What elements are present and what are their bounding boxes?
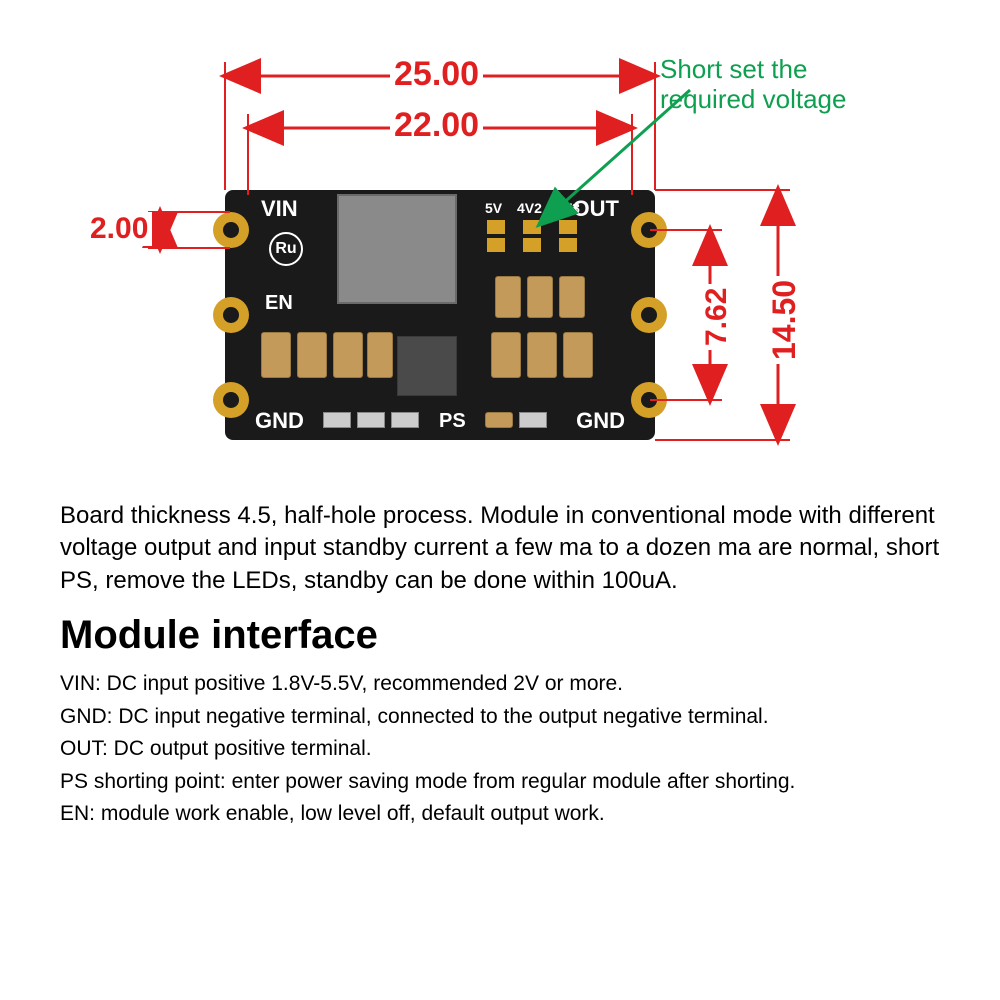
dim-inner-w: 22.00 — [390, 106, 483, 145]
annotation-line1: Short set the — [660, 54, 807, 85]
description-paragraph: Board thickness 4.5, half-hole process. … — [60, 500, 940, 597]
iface-vin: VIN: DC input positive 1.8V-5.5V, recomm… — [60, 668, 940, 701]
dim-height: 14.50 — [766, 276, 803, 364]
pcb-dimension-diagram: VIN EN GND OUT GND PS 5V 4V2 3V3 Ru — [90, 50, 890, 480]
iface-en: EN: module work enable, low level off, d… — [60, 798, 940, 831]
annotation-line2: required voltage — [660, 84, 846, 115]
iface-out: OUT: DC output positive terminal. — [60, 733, 940, 766]
dim-pitch: 7.62 — [700, 284, 734, 350]
iface-ps: PS shorting point: enter power saving mo… — [60, 766, 940, 799]
text-content: Board thickness 4.5, half-hole process. … — [60, 500, 940, 831]
iface-gnd: GND: DC input negative terminal, connect… — [60, 701, 940, 734]
dim-pad: 2.00 — [86, 212, 152, 246]
module-interface-heading: Module interface — [60, 613, 940, 658]
dim-outer-w: 25.00 — [390, 55, 483, 94]
